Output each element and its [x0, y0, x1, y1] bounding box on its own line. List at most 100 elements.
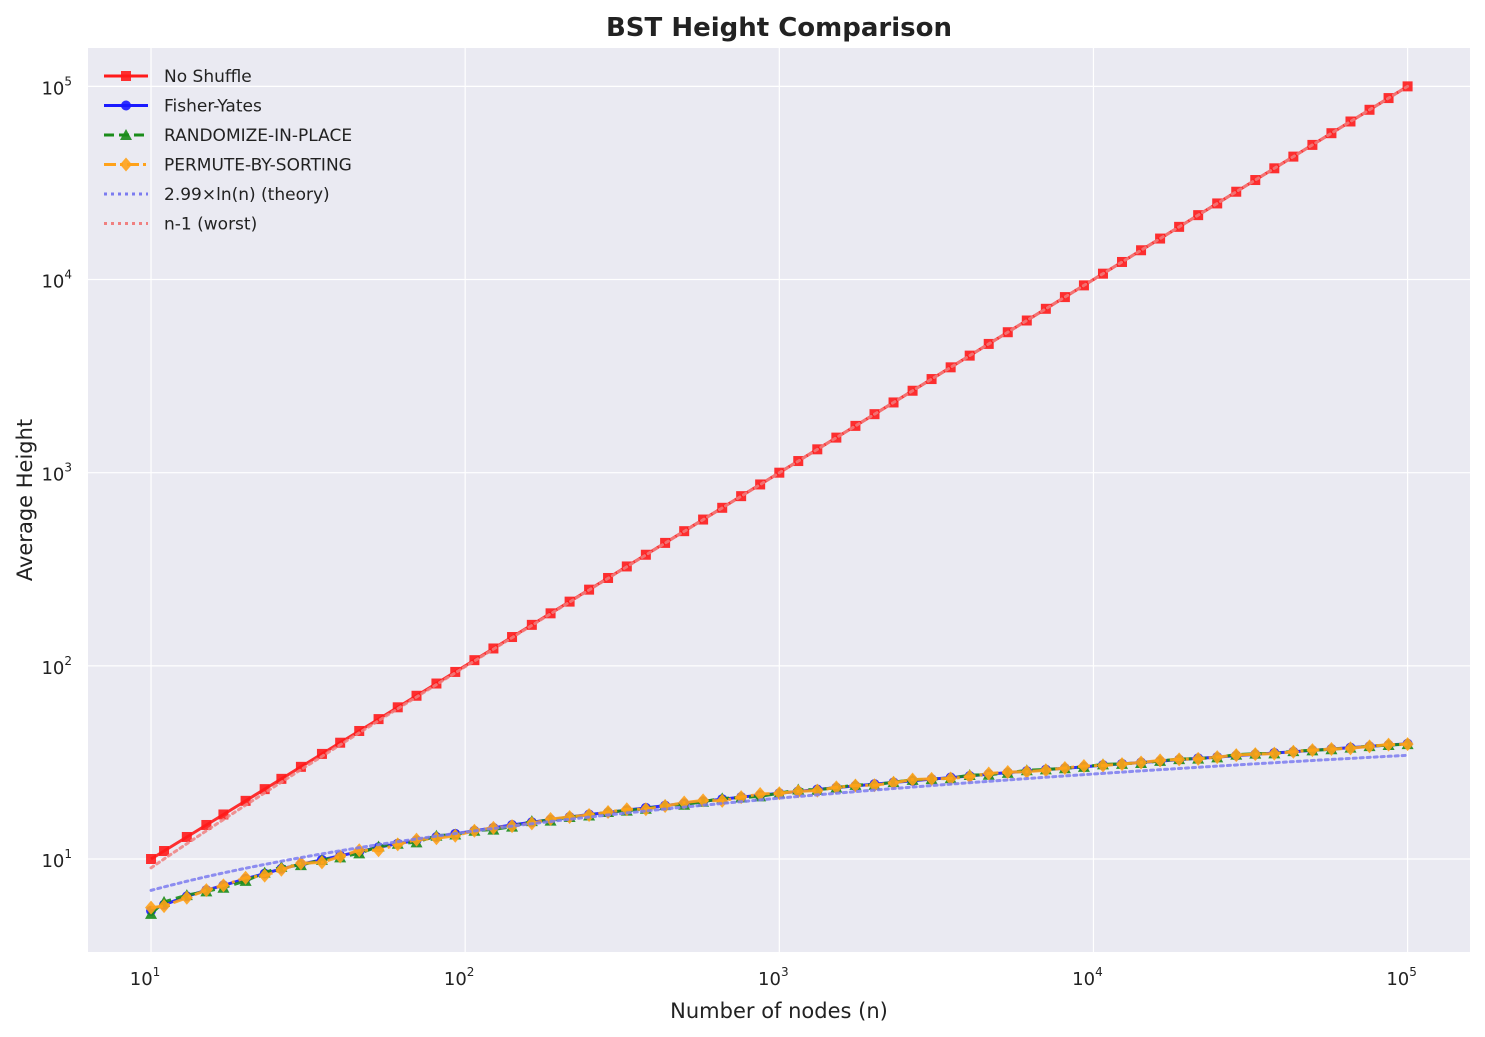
data-point [259, 784, 270, 795]
legend-item: RANDOMIZE-IN-PLACE [104, 126, 352, 146]
legend-label: n-1 (worst) [164, 215, 257, 235]
data-point [372, 843, 385, 858]
data-point [373, 714, 384, 725]
data-point [849, 778, 862, 793]
legend-marker [121, 71, 131, 81]
data-point [145, 900, 158, 915]
data-point [1039, 763, 1052, 778]
data-point [487, 820, 500, 835]
data-point [200, 883, 213, 898]
y-tick-label: 102 [41, 654, 72, 679]
data-point [1040, 303, 1051, 314]
legend-marker [120, 129, 132, 140]
data-point [276, 773, 287, 784]
data-point [1135, 755, 1148, 770]
data-point [1001, 765, 1014, 780]
chart-title: BST Height Comparison [606, 13, 952, 43]
data-point [1020, 764, 1033, 779]
data-point [159, 846, 170, 857]
data-point [1287, 744, 1300, 759]
legend-marker [120, 157, 132, 172]
legend-item: 2.99×ln(n) (theory) [104, 185, 330, 205]
legend-item: PERMUTE-BY-SORTING [104, 156, 352, 176]
tick-labels: 101 102 103 104 105 101 102 103 104 105 [41, 74, 1416, 990]
data-point [1231, 186, 1242, 197]
data-point [1136, 245, 1147, 256]
data-point [963, 769, 976, 784]
data-point [294, 856, 307, 871]
data-point [1173, 752, 1186, 767]
series-line [149, 84, 1410, 870]
data-point [410, 832, 423, 847]
data-point [925, 771, 938, 786]
data-point [146, 853, 157, 864]
data-point [1268, 746, 1281, 761]
series-5 [149, 84, 1410, 870]
legend-label: 2.99×ln(n) (theory) [164, 185, 330, 205]
data-point [906, 772, 919, 787]
data-point [830, 780, 843, 795]
data-point [1154, 753, 1167, 768]
data-point [295, 761, 306, 772]
series-4 [149, 753, 1410, 892]
data-point [754, 787, 767, 802]
legend: No Shuffle Fisher-Yates RANDOMIZE-IN-PLACE… [104, 67, 352, 235]
data-point [1116, 757, 1129, 772]
data-point [811, 783, 824, 798]
data-point [201, 819, 212, 830]
data-point [1249, 747, 1262, 762]
data-point [180, 890, 193, 905]
data-point [450, 666, 461, 677]
series-group [145, 81, 1414, 919]
legend-label: No Shuffle [164, 67, 252, 87]
data-point [1058, 760, 1071, 775]
data-point [258, 868, 271, 883]
data-point [982, 766, 995, 781]
y-axis-label: Average Height [13, 419, 37, 581]
data-point [217, 878, 230, 893]
legend-label: RANDOMIZE-IN-PLACE [164, 126, 352, 146]
data-point [275, 862, 288, 877]
data-point [1363, 739, 1376, 754]
data-point [218, 809, 229, 820]
x-tick-label: 101 [130, 965, 161, 990]
data-point [1344, 741, 1357, 756]
data-point [640, 549, 651, 560]
legend-item: n-1 (worst) [104, 215, 257, 235]
series-line [149, 753, 1410, 892]
x-tick-label: 103 [758, 965, 789, 990]
data-point [1211, 750, 1224, 765]
y-tick-label: 105 [41, 74, 72, 99]
data-point [1230, 748, 1243, 763]
x-axis-label: Number of nodes (n) [670, 999, 888, 1023]
data-point [316, 748, 327, 759]
x-tick-label: 105 [1386, 965, 1417, 990]
data-point [449, 828, 462, 843]
data-point [239, 870, 252, 885]
data-point [1077, 759, 1090, 774]
data-point [335, 737, 346, 748]
legend-item: Fisher-Yates [104, 97, 262, 117]
grid-lines [88, 48, 1470, 952]
data-point [334, 849, 347, 864]
data-point [240, 795, 251, 806]
data-point [887, 775, 900, 790]
data-point [1306, 743, 1319, 758]
data-point [1192, 751, 1205, 766]
legend-label: PERMUTE-BY-SORTING [164, 156, 352, 176]
data-point [354, 725, 365, 736]
legend-item: No Shuffle [104, 67, 252, 87]
data-point [1096, 758, 1109, 773]
data-point [158, 899, 171, 914]
data-point [181, 831, 192, 842]
data-point [1325, 742, 1338, 757]
legend-label: Fisher-Yates [164, 97, 262, 117]
data-point [545, 608, 556, 619]
y-tick-label: 101 [41, 847, 72, 872]
data-point [1401, 737, 1414, 752]
x-tick-label: 104 [1072, 965, 1103, 990]
data-point [315, 855, 328, 870]
y-tick-label: 103 [41, 461, 72, 486]
